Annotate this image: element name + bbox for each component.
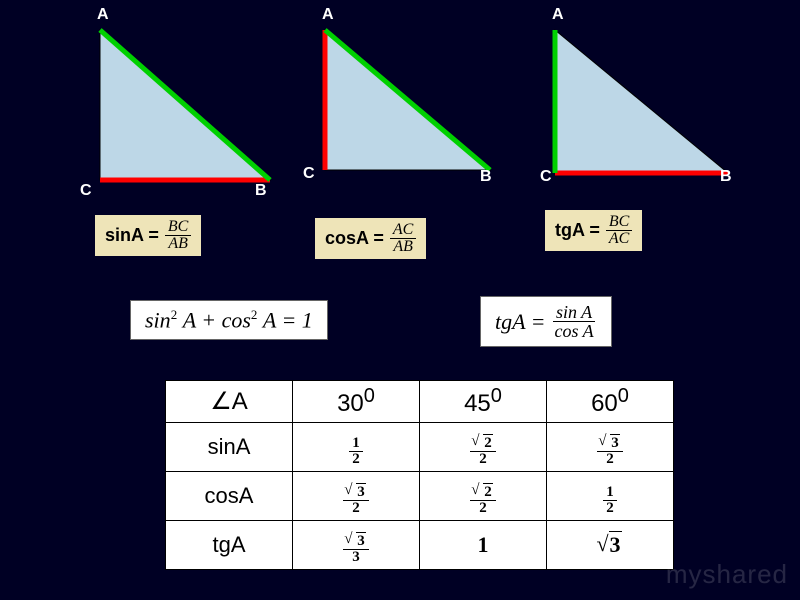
t3-label-A: A xyxy=(552,6,564,24)
formula-cos: cosA = AC AB xyxy=(315,218,426,259)
formula-tg: tgA = BC AC xyxy=(545,210,642,251)
table-row: sinA 12 22 32 xyxy=(166,423,674,472)
triangle-cos xyxy=(320,25,500,180)
t2-label-A: A xyxy=(322,6,334,24)
formula-sin: sinA = BC AB xyxy=(95,215,201,256)
t3-label-B: B xyxy=(720,168,732,186)
table-row: tgA 33 1 3 xyxy=(166,521,674,570)
table-row: cosA 32 22 12 xyxy=(166,472,674,521)
triangle-tg xyxy=(550,25,735,180)
formula-cos-lhs: cosA = xyxy=(325,228,384,249)
t2-label-C: C xyxy=(303,165,315,183)
identity-tan: tgA = sin A cos A xyxy=(480,296,612,347)
t2-label-B: B xyxy=(480,168,492,186)
t1-label-B: B xyxy=(255,182,267,200)
watermark: myshared xyxy=(666,559,788,590)
table-header-row: ∠∠AA 300 450 600 xyxy=(166,381,674,423)
t1-label-A: A xyxy=(97,6,109,24)
formula-tg-lhs: tgA = xyxy=(555,220,600,241)
trig-values-table: ∠∠AA 300 450 600 sinA 12 22 32 cosA 32 2… xyxy=(165,380,674,570)
t1-label-C: C xyxy=(80,182,92,200)
t3-label-C: C xyxy=(540,168,552,186)
triangle-sin xyxy=(95,25,275,190)
identity-pythag: sin2 A + cos2 A = 1 xyxy=(130,300,328,340)
formula-sin-lhs: sinA = xyxy=(105,225,159,246)
